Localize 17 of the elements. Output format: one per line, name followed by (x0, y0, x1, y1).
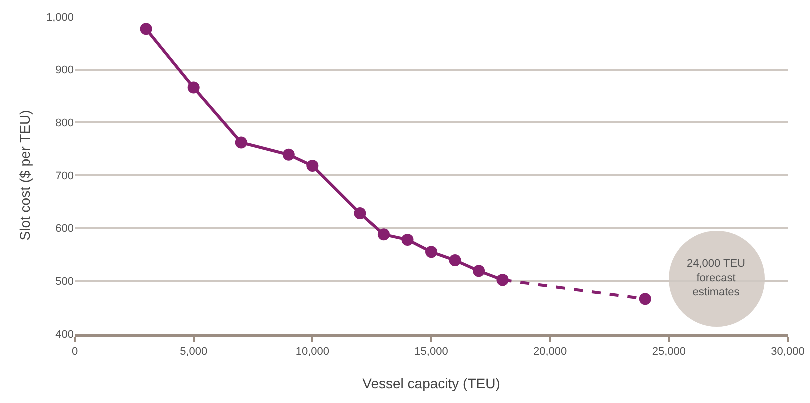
x-tick-label: 15,000 (414, 346, 448, 358)
y-tick-label: 700 (56, 170, 74, 182)
y-tick-label: 900 (56, 64, 74, 77)
y-tick-label: 600 (56, 223, 74, 236)
y-tick-label: 500 (56, 276, 74, 288)
x-axis-title: Vessel capacity (TEU) (362, 376, 500, 392)
x-tick-label: 20,000 (534, 346, 568, 358)
x-tick-label: 25,000 (652, 346, 686, 358)
annotation: 24,000 TEU forecast estimates (687, 258, 746, 299)
y-axis-title: Slot cost ($ per TEU) (17, 110, 34, 241)
x-tick-label: 0 (72, 346, 78, 358)
x-tick-label: 10,000 (296, 346, 330, 358)
y-tick-label: 400 (56, 328, 74, 341)
y-tick-label: 1,000 (46, 12, 74, 24)
x-tick-label: 30,000 (771, 346, 805, 358)
y-tick-label: 800 (56, 118, 74, 130)
x-tick-label: 5,000 (180, 346, 208, 358)
